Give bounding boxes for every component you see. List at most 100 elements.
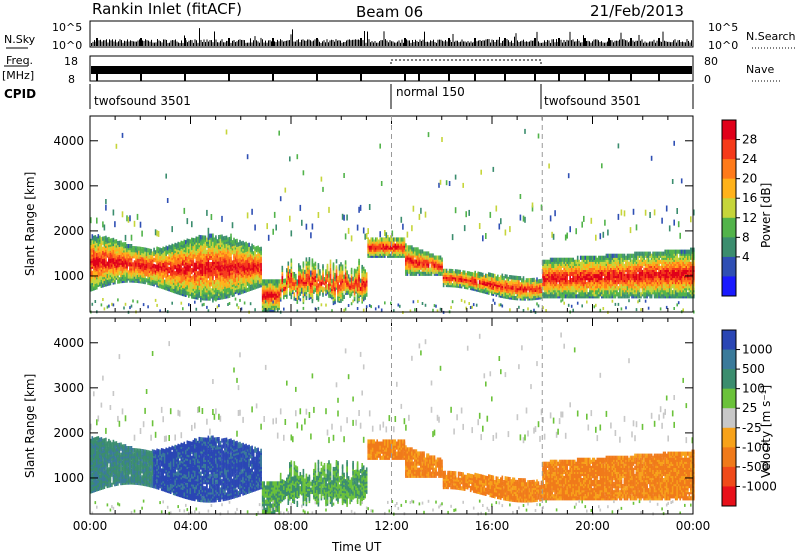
heatmap-cell bbox=[197, 295, 199, 300]
heatmap-cell bbox=[195, 240, 198, 245]
heatmap-cell bbox=[356, 266, 359, 271]
heatmap-cell bbox=[174, 287, 176, 292]
heatmap-cell bbox=[435, 255, 437, 260]
heatmap-cell bbox=[207, 290, 210, 295]
nsky-tick-mark bbox=[316, 38, 318, 46]
heatmap-cell bbox=[462, 270, 464, 275]
cpid-label: CPID bbox=[4, 87, 36, 101]
heatmap-cell bbox=[197, 271, 199, 276]
nsky-bar bbox=[197, 42, 199, 46]
heatmap-cell bbox=[379, 237, 381, 242]
heatmap-cell bbox=[507, 284, 510, 290]
nsky-bar bbox=[283, 41, 284, 46]
nsky-bar bbox=[383, 31, 385, 46]
heatmap-cell bbox=[332, 262, 335, 267]
nsky-bar bbox=[415, 39, 416, 46]
heatmap-cell bbox=[435, 263, 437, 268]
nsky-bar bbox=[281, 40, 283, 46]
heatmap-cell bbox=[480, 284, 482, 289]
heatmap-cell bbox=[94, 263, 97, 268]
heatmap-cell bbox=[189, 283, 192, 289]
heatmap-cell bbox=[390, 247, 392, 252]
heatmap-cell bbox=[212, 233, 214, 238]
heatmap-cell bbox=[130, 250, 133, 255]
heatmap-cell bbox=[231, 240, 234, 245]
heatmap-cell bbox=[129, 244, 131, 249]
nsky-bar bbox=[233, 40, 235, 46]
heatmap-cell bbox=[207, 233, 210, 238]
nsky-bar bbox=[583, 35, 584, 46]
heatmap-cell bbox=[270, 279, 273, 284]
heatmap-cell bbox=[210, 262, 213, 267]
heatmap-cell bbox=[289, 156, 291, 162]
nsky-bar bbox=[241, 39, 242, 46]
nsky-bar bbox=[391, 41, 392, 46]
nsky-bar bbox=[497, 39, 499, 46]
heatmap-cell bbox=[453, 279, 455, 284]
nsky-bar bbox=[596, 39, 598, 46]
heatmap-cell bbox=[203, 235, 205, 240]
heatmap-cell bbox=[346, 276, 348, 281]
heatmap-cell bbox=[251, 284, 253, 289]
heatmap-cell bbox=[500, 218, 502, 225]
heatmap-cell bbox=[195, 244, 198, 249]
heatmap-cell bbox=[429, 253, 431, 258]
heatmap-cell bbox=[96, 242, 98, 247]
heatmap-cell bbox=[175, 267, 178, 272]
nsearch-label: N.Search bbox=[746, 30, 796, 43]
nsky-bar bbox=[491, 39, 493, 46]
heatmap-cell bbox=[507, 276, 510, 281]
heatmap-cell bbox=[133, 220, 136, 227]
nsky-bar bbox=[230, 42, 232, 46]
nsky-bar bbox=[685, 42, 686, 46]
heatmap-cell bbox=[228, 247, 231, 252]
heatmap-cell bbox=[350, 302, 353, 306]
heatmap-cell bbox=[126, 256, 128, 261]
heatmap-cell bbox=[475, 273, 478, 278]
heatmap-cell bbox=[123, 256, 125, 261]
nsky-bar bbox=[611, 40, 613, 46]
heatmap-cell bbox=[263, 279, 265, 284]
heatmap-cell bbox=[186, 238, 189, 243]
heatmap-cell bbox=[498, 223, 501, 230]
heatmap-cell bbox=[402, 239, 404, 244]
heatmap-cell bbox=[249, 270, 252, 275]
nsky-bar bbox=[479, 39, 481, 46]
heatmap-cell bbox=[450, 305, 452, 309]
heatmap-cell bbox=[200, 299, 202, 303]
heatmap-cell bbox=[317, 283, 320, 288]
heatmap-cell bbox=[182, 275, 184, 280]
heatmap-cell bbox=[90, 253, 92, 258]
heatmap-cell bbox=[524, 128, 526, 134]
heatmap-cell bbox=[542, 292, 544, 297]
heatmap-cell bbox=[450, 275, 452, 280]
heatmap-cell bbox=[153, 257, 155, 263]
heatmap-cell bbox=[527, 282, 529, 287]
nsky-bar bbox=[148, 40, 149, 46]
nsky-bar bbox=[553, 39, 554, 46]
heatmap-cell bbox=[168, 244, 170, 249]
heatmap-cell bbox=[488, 284, 490, 289]
nsky-bar bbox=[502, 40, 503, 46]
heatmap-cell bbox=[97, 234, 100, 239]
heatmap-cell bbox=[234, 249, 237, 254]
heatmap-cell bbox=[215, 298, 217, 302]
heatmap-cell bbox=[106, 261, 109, 266]
heatmap-cell bbox=[111, 302, 113, 306]
nsky-bar bbox=[652, 41, 653, 46]
nsky-bar bbox=[485, 39, 487, 46]
heatmap-cell bbox=[147, 252, 149, 257]
nsky-bar bbox=[499, 36, 500, 46]
heatmap-cell bbox=[427, 132, 430, 138]
heatmap-cell bbox=[424, 271, 427, 276]
heatmap-cell bbox=[362, 227, 365, 234]
heatmap-cell bbox=[169, 279, 172, 284]
heatmap-cell bbox=[325, 269, 327, 274]
nsky-bar bbox=[293, 41, 295, 46]
freq-gap-mark bbox=[404, 74, 406, 81]
heatmap-cell bbox=[228, 236, 231, 242]
heatmap-cell bbox=[399, 253, 401, 258]
nsky-bar bbox=[218, 42, 220, 46]
heatmap-cell bbox=[325, 303, 327, 307]
heatmap-cell bbox=[344, 307, 347, 311]
